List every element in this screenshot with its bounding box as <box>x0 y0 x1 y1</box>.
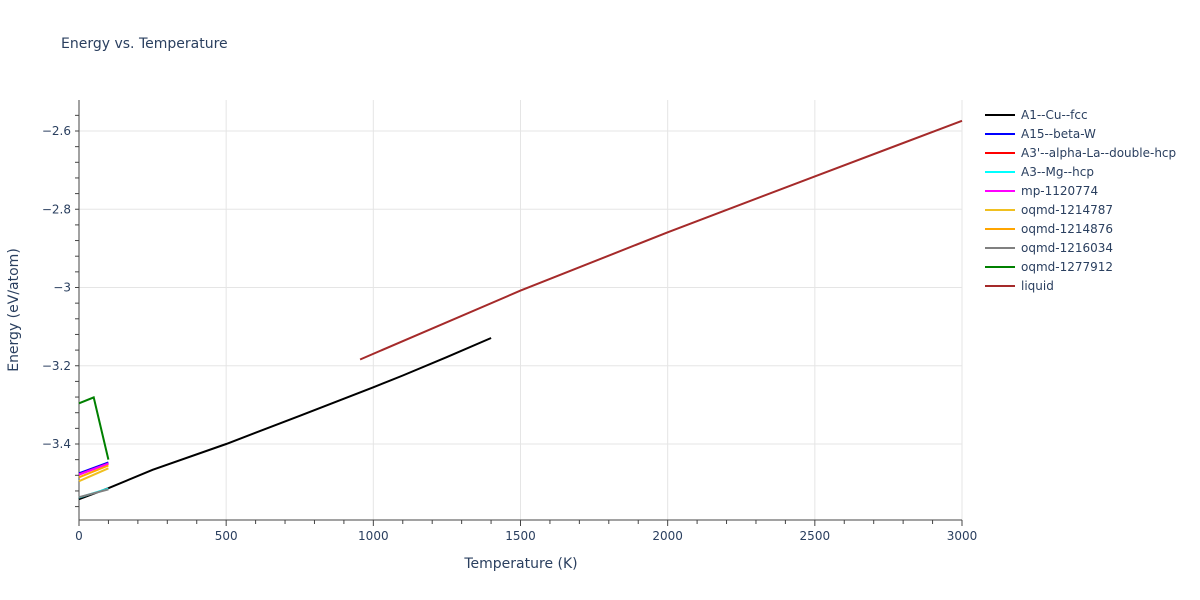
legend-swatch-icon <box>985 189 1015 192</box>
x-tick-label: 1000 <box>358 529 389 543</box>
y-axis-label: Energy (eV/atom) <box>6 248 22 372</box>
legend-item[interactable]: oqmd-1216034 <box>985 238 1176 257</box>
x-tick-label: 1500 <box>505 529 536 543</box>
legend-item[interactable]: oqmd-1277912 <box>985 257 1176 276</box>
legend-item[interactable]: A3'--alpha-La--double-hcp <box>985 143 1176 162</box>
series-line-oqmd-1216034[interactable] <box>78 488 109 499</box>
gridlines <box>79 100 963 520</box>
legend-swatch-icon <box>985 246 1015 249</box>
x-tick-label: 2000 <box>652 529 683 543</box>
y-tick-label: −3.2 <box>42 359 71 373</box>
legend-label: A1--Cu--fcc <box>1021 107 1088 122</box>
legend-label: A3'--alpha-La--double-hcp <box>1021 145 1177 160</box>
series-line-liquid[interactable] <box>359 119 963 361</box>
legend-label: oqmd-1277912 <box>1021 259 1114 274</box>
legend: A1--Cu--fcc A15--beta-W A3'--alpha-La--dou… <box>985 105 1176 295</box>
legend-swatch-icon <box>985 132 1015 135</box>
legend-label: oqmd-1214787 <box>1021 202 1114 217</box>
legend-swatch-icon <box>985 227 1015 230</box>
legend-item[interactable]: A3--Mg--hcp <box>985 162 1176 181</box>
x-tick-label: 2500 <box>800 529 831 543</box>
legend-label: oqmd-1216034 <box>1021 240 1114 255</box>
chart-title: Energy vs. Temperature <box>61 36 228 52</box>
x-tick-label: 500 <box>215 529 238 543</box>
legend-label: A15--beta-W <box>1021 126 1096 141</box>
legend-swatch-icon <box>985 265 1015 268</box>
legend-swatch-icon <box>985 151 1015 154</box>
legend-item[interactable]: oqmd-1214787 <box>985 200 1176 219</box>
legend-item[interactable]: liquid <box>985 276 1176 295</box>
legend-swatch-icon <box>985 208 1015 211</box>
legend-swatch-icon <box>985 170 1015 173</box>
legend-item[interactable]: oqmd-1214876 <box>985 219 1176 238</box>
x-tick-label: 3000 <box>947 529 978 543</box>
y-tick-label: −3 <box>53 281 71 295</box>
y-tick-label: −3.4 <box>42 437 71 451</box>
x-tick-label: 0 <box>75 529 83 543</box>
x-axis-label: Temperature (K) <box>463 556 577 572</box>
legend-label: oqmd-1214876 <box>1021 221 1114 236</box>
legend-label: mp-1120774 <box>1021 183 1099 198</box>
axes: 0 500 1000 1500 2000 2500 3000 −3.4 −3.2 −3 −2.8 −2… <box>42 100 977 543</box>
legend-swatch-icon <box>985 284 1015 287</box>
y-tick-label: −2.8 <box>42 202 71 216</box>
y-tick-label: −2.6 <box>42 124 71 138</box>
legend-label: A3--Mg--hcp <box>1021 164 1094 179</box>
legend-item[interactable]: A1--Cu--fcc <box>985 105 1176 124</box>
series-line-oqmd-1214787[interactable] <box>78 467 109 483</box>
legend-label: liquid <box>1021 278 1054 293</box>
legend-item[interactable]: mp-1120774 <box>985 181 1176 200</box>
series-line-oqmd-1277912[interactable] <box>78 396 110 460</box>
legend-item[interactable]: A15--beta-W <box>985 124 1176 143</box>
series-line-a15-beta-w[interactable] <box>78 461 109 475</box>
legend-swatch-icon <box>985 113 1015 116</box>
series-line-a1-cu-fcc[interactable] <box>78 337 492 501</box>
series-line-oqmd-1214876[interactable] <box>78 464 109 479</box>
series-lines <box>78 119 963 501</box>
series-line-mp-1120774[interactable] <box>78 462 109 476</box>
